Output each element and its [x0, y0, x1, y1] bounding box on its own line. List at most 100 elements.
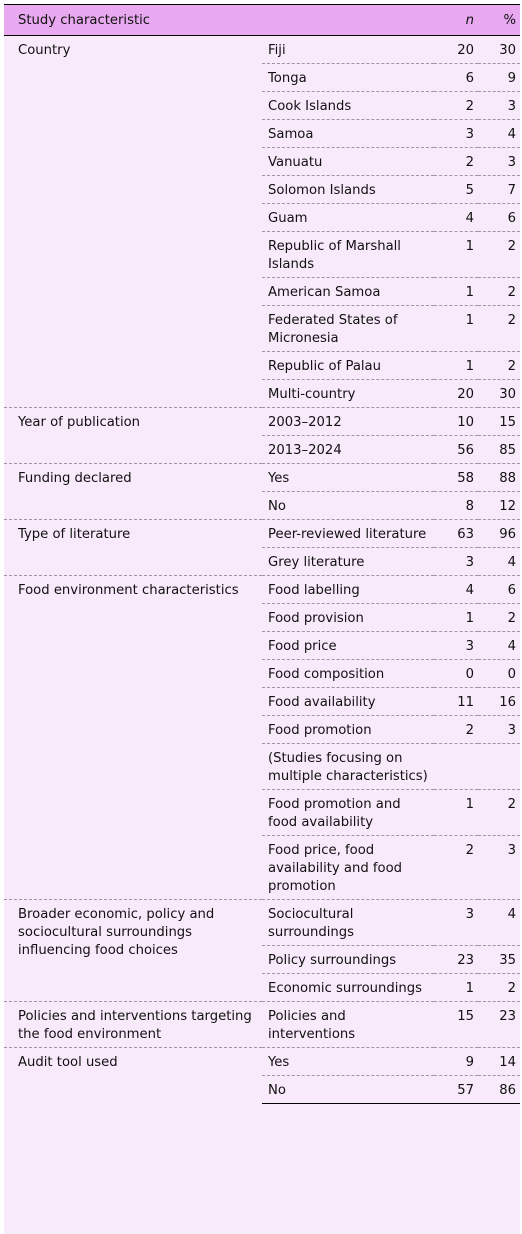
table-row: Policy surroundings 23 35: [4, 945, 520, 974]
table-row: (Studies focusing on multiple characteri…: [4, 743, 520, 790]
row-n: 1: [434, 305, 478, 352]
row-value: Policies and interventions: [262, 1001, 434, 1048]
row-n: 6: [434, 63, 478, 92]
header-n: n: [465, 12, 474, 28]
row-n: 57: [434, 1075, 478, 1104]
row-value: Food promotion and food availability: [262, 789, 434, 836]
category-label: Year of publication: [4, 407, 262, 464]
table-row: Food promotion and food availability 1 2: [4, 789, 520, 836]
table-row: Grey literature 3 4: [4, 547, 520, 576]
row-value: Grey literature: [262, 547, 434, 576]
row-n: 11: [434, 687, 478, 716]
row-percent: 3: [478, 147, 520, 176]
row-percent: 2: [478, 351, 520, 380]
row-value: Food promotion: [262, 715, 434, 744]
table-row: American Samoa 1 2: [4, 277, 520, 306]
row-value: Food price, food availability and food p…: [262, 835, 434, 900]
table-row: Food price, food availability and food p…: [4, 835, 520, 900]
table-row: Republic of Palau 1 2: [4, 351, 520, 380]
table-row: Policies and interventions targeting the…: [4, 1001, 520, 1048]
table-row: No 57 86: [4, 1075, 520, 1104]
row-value: Guam: [262, 203, 434, 232]
category-label: Policies and interventions targeting the…: [4, 1001, 262, 1048]
row-n: 3: [434, 899, 478, 946]
row-n: 20: [457, 43, 474, 58]
row-value: Republic of Marshall Islands: [262, 231, 434, 278]
row-percent: 4: [478, 119, 520, 148]
row-percent: 30: [499, 43, 516, 58]
row-n: 15: [434, 1001, 478, 1048]
table-row: Guam 4 6: [4, 203, 520, 232]
table-row: Food price 3 4: [4, 631, 520, 660]
category-label: Funding declared: [4, 463, 262, 520]
table-row: Vanuatu 2 3: [4, 147, 520, 176]
row-percent: 2: [478, 603, 520, 632]
table-row: Year of publication 2003–2012 10 15: [4, 407, 520, 464]
row-percent: [478, 743, 520, 790]
row-percent: 14: [478, 1047, 520, 1076]
row-percent: 2: [478, 973, 520, 1002]
row-percent: 4: [478, 899, 520, 946]
row-value: Food price: [262, 631, 434, 660]
row-percent: 6: [478, 203, 520, 232]
row-value: Samoa: [262, 119, 434, 148]
table-row: 2013–2024 56 85: [4, 435, 520, 464]
row-value: Sociocultural surroundings: [262, 899, 434, 946]
category-label: Audit tool used: [4, 1047, 262, 1104]
table-row: Audit tool used Yes 9 14: [4, 1047, 520, 1104]
row-n: 3: [434, 631, 478, 660]
row-n: 9: [434, 1047, 478, 1076]
row-n: 10: [434, 407, 478, 436]
row-percent: 3: [478, 91, 520, 120]
table-row: Food composition 0 0: [4, 659, 520, 688]
row-percent: 9: [478, 63, 520, 92]
row-percent: 16: [478, 687, 520, 716]
row-value: American Samoa: [262, 277, 434, 306]
row-n: 56: [434, 435, 478, 464]
row-percent: 30: [478, 379, 520, 408]
row-n: 2: [434, 91, 478, 120]
table-row: Republic of Marshall Islands 1 2: [4, 231, 520, 278]
row-n: 8: [434, 491, 478, 520]
row-n: 2: [434, 835, 478, 900]
row-value: Policy surroundings: [262, 945, 434, 974]
row-percent: 7: [478, 175, 520, 204]
row-n: 20: [434, 379, 478, 408]
row-value: Food provision: [262, 603, 434, 632]
header-value: [262, 5, 434, 36]
row-percent: 86: [478, 1075, 520, 1104]
table-row: Food provision 1 2: [4, 603, 520, 632]
table-body: Country Fiji 20 30 Tonga 6 9 Cook Islands 2 3 Samo…: [4, 36, 520, 1104]
category-label: Type of literature: [4, 519, 262, 576]
row-value: Republic of Palau: [262, 351, 434, 380]
row-n: 4: [434, 203, 478, 232]
row-value: Vanuatu: [262, 147, 434, 176]
row-value: Yes: [262, 1047, 434, 1076]
row-percent: 96: [478, 519, 520, 548]
row-percent: 4: [478, 631, 520, 660]
table-row: Type of literature Peer-reviewed literatu…: [4, 519, 520, 576]
row-value: 2003–2012: [262, 407, 434, 436]
row-n: 2: [434, 715, 478, 744]
table-row: Federated States of Micronesia 1 2: [4, 305, 520, 352]
table-row: Solomon Islands 5 7: [4, 175, 520, 204]
row-n: [434, 743, 478, 790]
row-percent: 88: [478, 463, 520, 492]
row-percent: 4: [478, 547, 520, 576]
category-label: Food environment characteristics: [4, 575, 262, 900]
table-row: No 8 12: [4, 491, 520, 520]
row-percent: 3: [478, 715, 520, 744]
row-n: 63: [434, 519, 478, 548]
row-value: Peer-reviewed literature: [262, 519, 434, 548]
row-percent: 6: [478, 575, 520, 604]
row-n: 2: [434, 147, 478, 176]
row-n: 5: [434, 175, 478, 204]
row-percent: 23: [478, 1001, 520, 1048]
table-row: Food promotion 2 3: [4, 715, 520, 744]
row-value: Tonga: [262, 63, 434, 92]
row-percent: 35: [478, 945, 520, 974]
table-row: Samoa 3 4: [4, 119, 520, 148]
row-n: 23: [434, 945, 478, 974]
row-n: 1: [434, 603, 478, 632]
row-value: 2013–2024: [262, 435, 434, 464]
